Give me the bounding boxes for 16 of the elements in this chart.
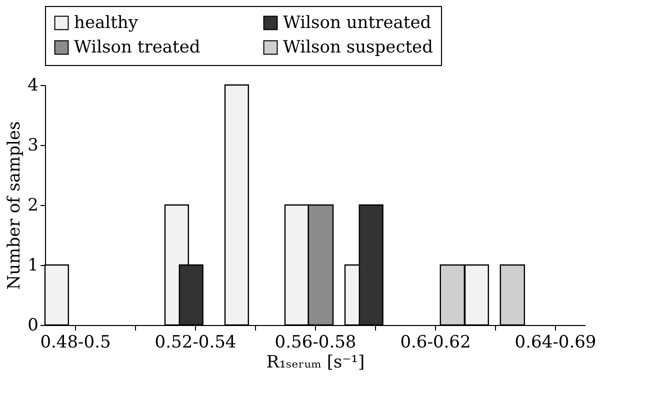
y-tick-label: 1 xyxy=(28,256,38,276)
legend-label: Wilson untreated xyxy=(283,12,432,33)
y-tick-label: 4 xyxy=(28,76,38,96)
y-tick-label: 2 xyxy=(28,196,38,216)
x-tick-label: 0.6-0.62 xyxy=(400,332,471,352)
legend-label: Wilson suspected xyxy=(283,38,434,58)
legend-label: healthy xyxy=(74,12,138,33)
y-axis-title: Number of samples xyxy=(4,121,25,290)
x-tick-label: 0.64-0.69 xyxy=(514,332,596,352)
y-tick-label: 3 xyxy=(28,136,38,156)
x-tick-label: 0.52-0.54 xyxy=(154,332,236,352)
x-tick-label: 0.48-0.5 xyxy=(40,332,111,352)
x-axis-title: R₁ₛₑᵣᵤₘ [s⁻¹] xyxy=(266,352,365,372)
y-tick-label: 0 xyxy=(28,316,38,336)
x-tick-label: 0.56-0.58 xyxy=(274,332,356,352)
legend-label: Wilson treated xyxy=(74,38,200,58)
